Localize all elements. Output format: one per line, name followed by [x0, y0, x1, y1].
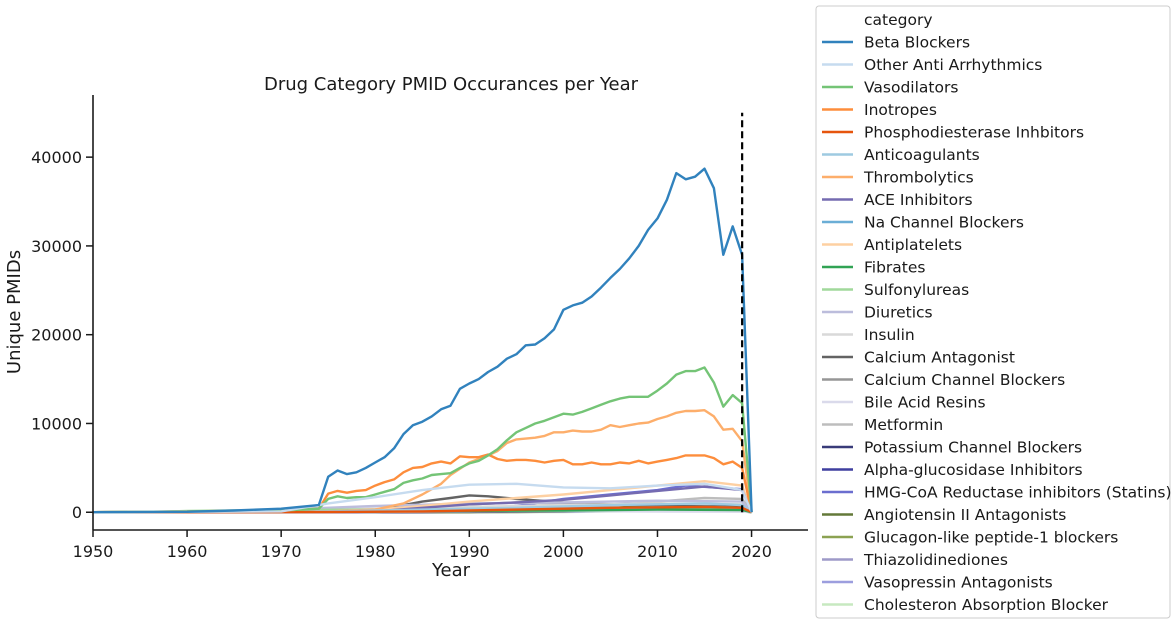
legend-items: Beta Blockers Other Anti Arrhythmics Vasod… — [822, 34, 1172, 614]
legend-label: Other Anti Arrhythmics — [864, 56, 1042, 74]
legend-label: Angiotensin II Antagonists — [864, 506, 1066, 524]
x-tick-label: 2020 — [731, 542, 772, 561]
y-tick-label: 40000 — [31, 148, 82, 167]
legend-label: Phosphodiesterase Inhbitors — [864, 124, 1084, 142]
legend-label: Vasopressin Antagonists — [864, 574, 1053, 592]
legend-label: Calcium Antagonist — [864, 349, 1015, 367]
y-tick-label: 20000 — [31, 326, 82, 345]
x-tick-label: 2010 — [637, 542, 678, 561]
legend-label: Alpha-glucosidase Inhibitors — [864, 461, 1083, 479]
y-tick-label: 0 — [72, 503, 82, 522]
series-line-beta-blockers — [92, 167, 753, 514]
legend-label: Metformin — [864, 416, 943, 434]
legend-label: Beta Blockers — [864, 34, 970, 52]
axes: 1950 1960 1970 1980 1990 2000 2010 2020 0 10000 2… — [31, 95, 808, 561]
y-tick-label: 30000 — [31, 237, 82, 256]
legend-label: Anticoagulants — [864, 146, 980, 164]
x-tick-label: 1950 — [73, 542, 114, 561]
y-ticks: 0 10000 20000 30000 40000 — [31, 148, 93, 522]
legend-label: Insulin — [864, 326, 915, 344]
legend-label: Calcium Channel Blockers — [864, 371, 1065, 389]
legend-label: Bile Acid Resins — [864, 394, 986, 412]
legend-label: Vasodilators — [864, 79, 958, 97]
x-tick-label: 1970 — [261, 542, 302, 561]
legend-label: HMG-CoA Reductase inhibitors (Statins) — [864, 484, 1172, 502]
series-line-phosphodiesterase-inhbitors — [92, 505, 753, 514]
legend-label: Inotropes — [864, 101, 937, 119]
series-line-thrombolytics — [92, 409, 753, 514]
series-line-other-anti-arrhythmics — [92, 482, 753, 514]
x-axis-label: Year — [431, 560, 471, 581]
x-tick-label: 1980 — [355, 542, 396, 561]
legend: category Beta Blockers Other Anti Arrhyth… — [815, 5, 1172, 619]
legend-title: category — [864, 11, 933, 29]
legend-label: ACE Inhibitors — [864, 191, 973, 209]
legend-label: Glucagon-like peptide-1 blockers — [864, 529, 1118, 547]
x-tick-label: 1960 — [167, 542, 208, 561]
legend-label: Antiplatelets — [864, 236, 962, 254]
legend-label: Cholesteron Absorption Blocker — [864, 596, 1109, 614]
legend-label: Thrombolytics — [863, 169, 974, 187]
legend-label: Thiazolidinediones — [863, 551, 1008, 569]
legend-label: Diuretics — [864, 304, 933, 322]
legend-label: Na Channel Blockers — [864, 214, 1024, 232]
x-tick-label: 2000 — [543, 542, 584, 561]
series-line-inotropes — [92, 453, 753, 514]
legend-label: Sulfonylureas — [864, 281, 969, 299]
series-line-vasodilators — [92, 366, 753, 514]
x-tick-label: 1990 — [449, 542, 490, 561]
legend-frame — [815, 5, 1171, 619]
plot-area — [92, 112, 753, 514]
chart-title: Drug Category PMID Occurances per Year — [264, 74, 639, 95]
x-ticks: 1950 1960 1970 1980 1990 2000 2010 2020 — [73, 530, 772, 561]
y-tick-label: 10000 — [31, 414, 82, 433]
legend-label: Potassium Channel Blockers — [864, 439, 1082, 457]
y-axis-label: Unique PMIDs — [4, 250, 25, 374]
legend-label: Fibrates — [864, 259, 926, 277]
